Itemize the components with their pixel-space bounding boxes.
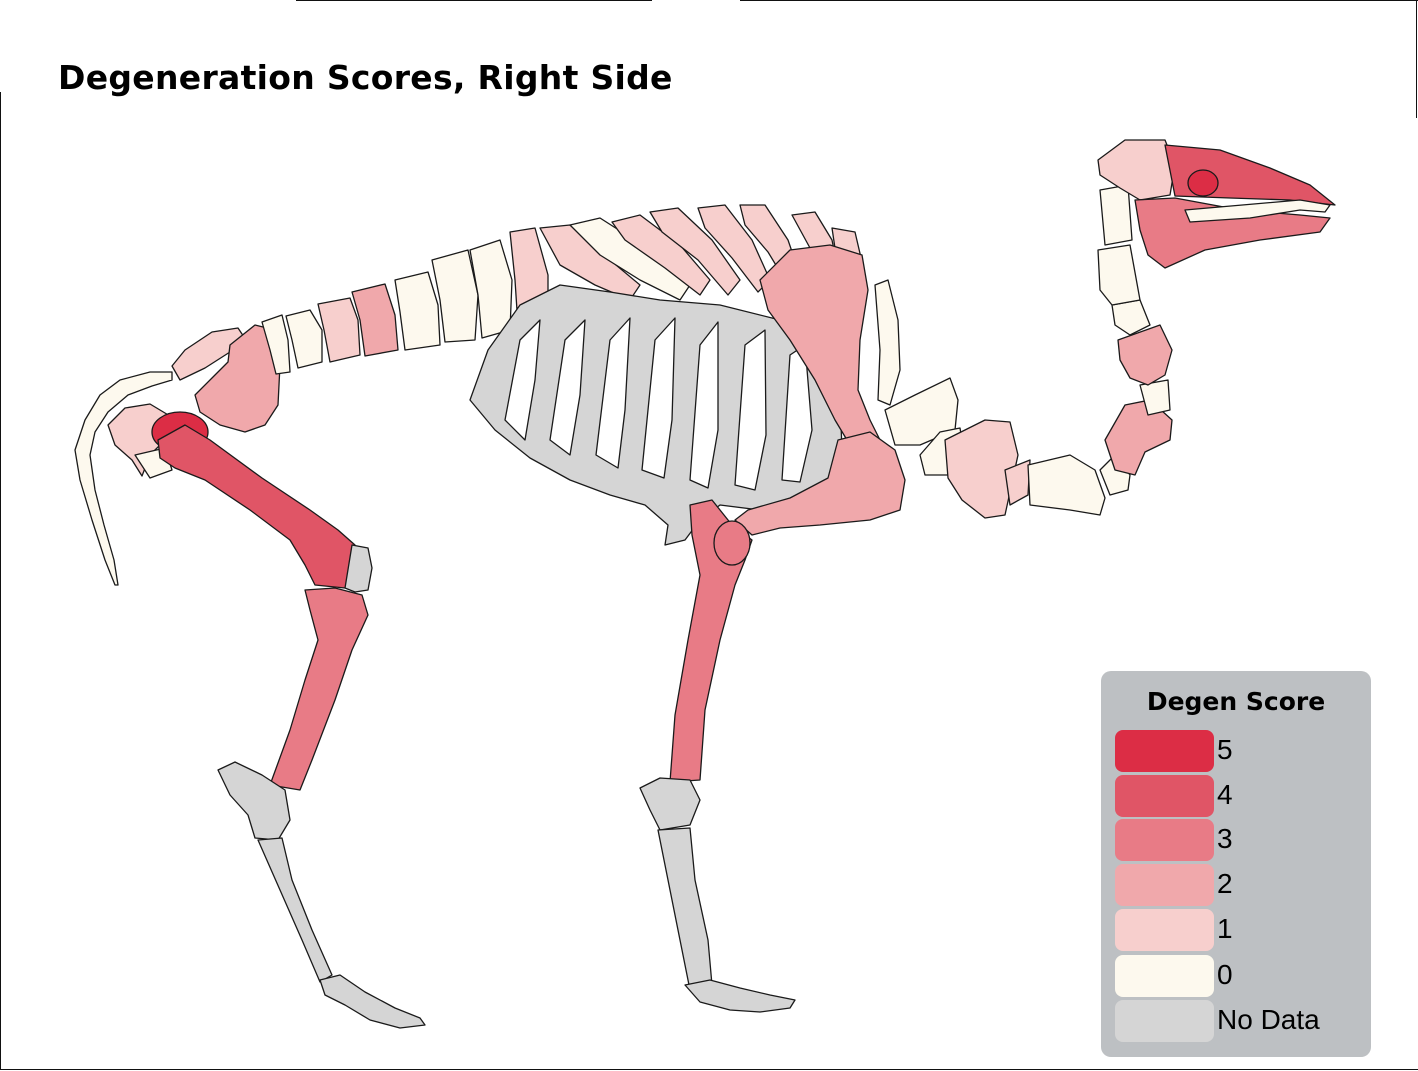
cervical-vertebra	[1097, 244, 1141, 306]
legend-item-4: 4	[1115, 775, 1365, 817]
legend-item-2: 2	[1115, 864, 1365, 906]
rib-gap	[504, 319, 541, 441]
legend-label: 4	[1217, 779, 1233, 810]
tibia	[269, 587, 369, 791]
cervical-vertebra	[1004, 459, 1031, 506]
cervical-vertebra	[1139, 379, 1171, 416]
patella	[344, 544, 373, 593]
humerus	[734, 431, 906, 536]
skull-orbit	[1187, 169, 1219, 197]
fore-phalanges	[684, 979, 796, 1013]
legend-item-5: 5	[1115, 730, 1365, 772]
skull-cranium	[1097, 139, 1176, 201]
hind-phalanges	[319, 974, 426, 1029]
elbow-joint	[713, 520, 751, 566]
tail-vertebrae	[74, 371, 173, 586]
legend-item-no-data: No Data	[1115, 1000, 1365, 1042]
legend-swatch	[1115, 864, 1214, 906]
frame-bottom-border	[0, 1069, 1418, 1070]
legend-label: 3	[1217, 823, 1233, 854]
ischium	[107, 403, 171, 477]
rib-gap	[549, 319, 586, 456]
cervical-vertebra	[884, 377, 959, 446]
frame-left-border	[0, 92, 1, 1070]
fore-cannon	[657, 827, 713, 991]
frame-right-border	[1416, 0, 1417, 118]
legend-label: 5	[1217, 734, 1233, 765]
rib-gap	[641, 317, 676, 479]
femur	[157, 424, 356, 589]
thoracic-spine	[649, 207, 741, 296]
legend-panel: Degen Score 5 4 3 2 1 0 No Data	[1101, 671, 1371, 1057]
legend-swatch	[1115, 909, 1214, 951]
legend-label: 1	[1217, 913, 1233, 944]
teeth	[1184, 199, 1331, 223]
scapula-cartilage	[874, 279, 901, 406]
legend-item-3: 3	[1115, 819, 1365, 861]
cervical-vertebra	[1104, 399, 1173, 476]
rib-gap	[689, 321, 719, 489]
cervical-vertebra	[1111, 299, 1151, 336]
cervical-vertebra	[944, 419, 1019, 519]
lumbar-vertebra	[261, 314, 291, 375]
page-title: Degeneration Scores, Right Side	[58, 58, 673, 97]
thoracic-spine	[611, 214, 711, 296]
rib-gap	[734, 329, 767, 491]
legend-swatch	[1115, 1000, 1214, 1042]
legend-label: 0	[1217, 959, 1233, 990]
legend-label: No Data	[1217, 1004, 1320, 1035]
legend-title: Degen Score	[1146, 687, 1326, 716]
lumbar-vertebra	[431, 249, 479, 343]
lumbar-vertebra	[394, 271, 441, 351]
cervical-vertebra	[1027, 454, 1106, 516]
cervical-vertebra	[1117, 324, 1173, 386]
cervical-vertebra	[1099, 184, 1133, 246]
lumbar-vertebra	[317, 297, 361, 363]
lumbar-vertebra	[285, 309, 323, 369]
thoracic-spine	[569, 217, 691, 301]
frame-top-border-segment	[296, 0, 652, 1]
legend-item-0: 0	[1115, 955, 1365, 997]
lumbar-vertebra	[351, 283, 399, 357]
hind-tarsus	[217, 761, 291, 841]
frame-top-border-segment	[740, 0, 1418, 1]
rib-gap	[781, 344, 813, 483]
legend-label: 2	[1217, 868, 1233, 899]
hind-cannon	[257, 837, 333, 983]
rib-gap	[595, 317, 631, 469]
legend-swatch	[1115, 819, 1214, 861]
legend-swatch	[1115, 730, 1214, 772]
legend-swatch	[1115, 775, 1214, 817]
fore-carpus	[639, 777, 701, 831]
scapula	[759, 244, 881, 446]
legend-swatch	[1115, 955, 1214, 997]
legend-item-1: 1	[1115, 909, 1365, 951]
